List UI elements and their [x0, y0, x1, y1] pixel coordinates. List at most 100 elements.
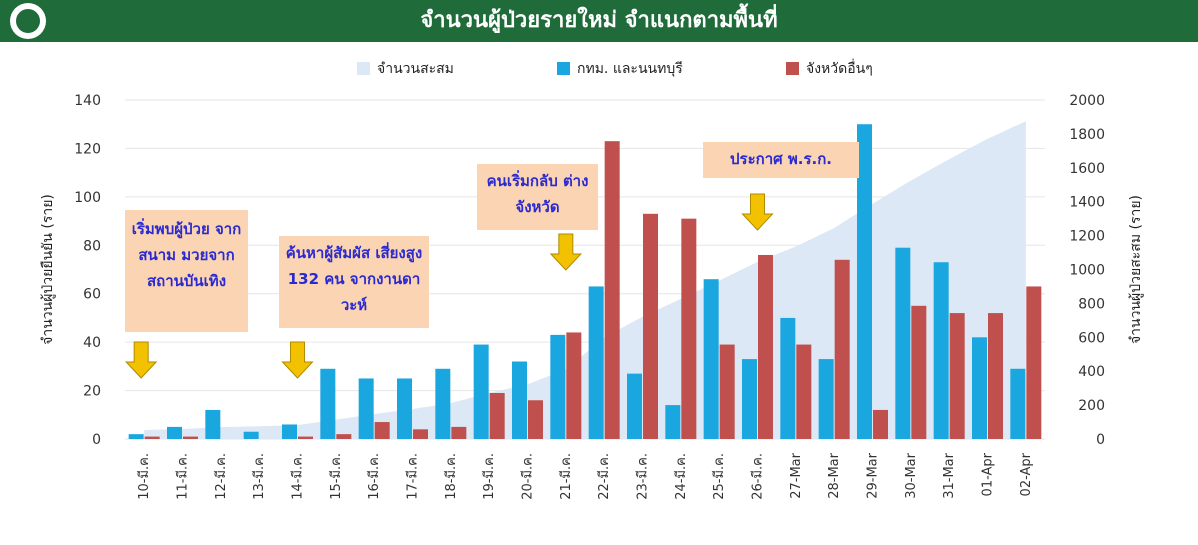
bar-province — [183, 436, 198, 439]
left-tick-label: 120 — [74, 141, 101, 157]
bar-province — [566, 332, 582, 439]
bar-bkk — [933, 262, 949, 439]
bar-province — [873, 409, 888, 439]
right-tick-label: 200 — [1078, 398, 1105, 414]
bar-province — [528, 400, 543, 439]
bar-bkk — [857, 124, 872, 439]
right-tick-label: 800 — [1078, 296, 1105, 312]
bar-province — [1026, 286, 1042, 439]
bar-province — [834, 259, 850, 439]
x-tick-label: 15-มี.ค. — [328, 453, 344, 500]
bar-bkk — [243, 431, 259, 439]
bar-bkk — [358, 378, 374, 439]
bar-bkk — [780, 317, 796, 439]
x-tick-label: 22-มี.ค. — [596, 453, 612, 500]
right-tick-label: 2000 — [1069, 93, 1105, 109]
down-arrow-icon — [125, 341, 158, 379]
callout-return-provinces: คนเริ่มกลับ ต่างจังหวัด — [477, 164, 598, 230]
down-arrow-icon — [741, 193, 774, 231]
x-tick-label: 18-มี.ค. — [443, 453, 459, 500]
x-tick-label: 28-Mar — [827, 452, 842, 498]
left-tick-label: 140 — [74, 93, 101, 109]
right-tick-label: 1600 — [1069, 161, 1105, 177]
header-bar: จำนวนผู้ป่วยรายใหม่ จำแนกตามพื้นที่ — [0, 0, 1198, 42]
right-tick-label: 1000 — [1069, 263, 1105, 279]
x-tick-label: 29-Mar — [866, 452, 881, 498]
x-tick-label: 31-Mar — [942, 452, 957, 498]
legend-swatch — [357, 62, 370, 75]
x-tick-label: 24-มี.ค. — [673, 453, 689, 500]
bar-bkk — [588, 286, 604, 439]
x-tick-label: 14-มี.ค. — [290, 453, 306, 500]
legend-swatch — [786, 62, 799, 75]
down-arrow-icon — [281, 341, 314, 379]
bar-bkk — [473, 344, 489, 439]
bar-bkk — [742, 359, 757, 439]
bar-province — [949, 313, 965, 439]
x-tick-label: 12-มี.ค. — [213, 453, 229, 500]
x-tick-label: 20-มี.ค. — [520, 453, 536, 500]
bar-bkk — [128, 434, 144, 439]
bar-province — [604, 141, 620, 439]
bar-bkk — [205, 409, 221, 439]
left-tick-label: 60 — [83, 287, 101, 303]
bar-bkk — [320, 368, 336, 439]
x-tick-label: 02-Apr — [1019, 452, 1034, 496]
bar-bkk — [972, 337, 987, 439]
right-tick-label: 400 — [1078, 364, 1105, 380]
legend-label: จำนวนสะสม — [377, 61, 454, 77]
right-tick-label: 600 — [1078, 330, 1105, 346]
right-tick-label: 0 — [1096, 432, 1105, 448]
left-tick-label: 20 — [83, 384, 101, 400]
x-tick-label: 30-Mar — [904, 452, 919, 498]
bar-bkk — [550, 334, 566, 439]
left-tick-label: 100 — [74, 190, 101, 206]
bar-bkk — [703, 279, 719, 439]
callout-emergency-decree: ประกาศ พ.ร.ก. — [703, 142, 859, 178]
x-tick-label: 19-มี.ค. — [481, 453, 497, 500]
bar-province — [643, 213, 658, 439]
x-tick-label: 01-Apr — [981, 452, 996, 496]
right-tick-label: 1200 — [1069, 229, 1105, 245]
down-arrow-icon — [549, 233, 582, 271]
bar-province — [298, 436, 313, 439]
bar-province — [681, 218, 697, 439]
x-tick-label: 13-มี.ค. — [251, 453, 267, 500]
bar-province — [988, 313, 1003, 439]
bar-province — [413, 429, 428, 439]
x-tick-label: 10-มี.ค. — [136, 453, 152, 500]
bar-bkk — [665, 405, 681, 439]
callout-contact-tracing: ค้นหาผู้สัมผัส เสี่ยงสูง 132 คน จากงานดา… — [279, 236, 429, 328]
bar-province — [144, 436, 160, 439]
left-tick-label: 40 — [83, 335, 101, 351]
bar-province — [796, 344, 812, 439]
bar-province — [451, 426, 467, 439]
legend-swatch — [557, 62, 570, 75]
x-tick-label: 27-Mar — [789, 452, 804, 498]
bar-province — [374, 422, 390, 439]
bar-province — [489, 392, 505, 439]
left-tick-label: 0 — [92, 432, 101, 448]
x-tick-label: 21-มี.ค. — [558, 453, 574, 500]
ministry-logo-icon — [10, 3, 46, 39]
bar-province — [336, 434, 352, 439]
bar-bkk — [167, 426, 182, 439]
x-tick-label: 16-มี.ค. — [366, 453, 382, 500]
bar-province — [911, 305, 927, 439]
right-axis-title: จำนวนผู้ป่วยสะสม (ราย) — [1128, 195, 1144, 344]
right-tick-label: 1400 — [1069, 195, 1105, 211]
bar-bkk — [397, 378, 412, 439]
bar-bkk — [627, 373, 642, 439]
left-tick-label: 80 — [83, 238, 101, 254]
x-tick-label: 23-มี.ค. — [635, 453, 651, 500]
callout-first-cases: เริ่มพบผู้ป่วย จากสนาม มวยจาก สถานบันเทิ… — [125, 210, 248, 332]
legend-label: จังหวัดอื่นๆ — [806, 59, 873, 77]
bar-bkk — [1010, 368, 1026, 439]
left-axis-title: จำนวนผู้ป่วยยืนยัน (ราย) — [40, 194, 56, 345]
chart-svg: 0204060801001201400200400600800100012001… — [40, 59, 1144, 500]
bar-bkk — [818, 359, 834, 439]
bar-bkk — [435, 368, 451, 439]
bar-bkk — [512, 361, 527, 439]
bar-bkk — [895, 247, 911, 439]
x-tick-label: 17-มี.ค. — [405, 453, 421, 500]
